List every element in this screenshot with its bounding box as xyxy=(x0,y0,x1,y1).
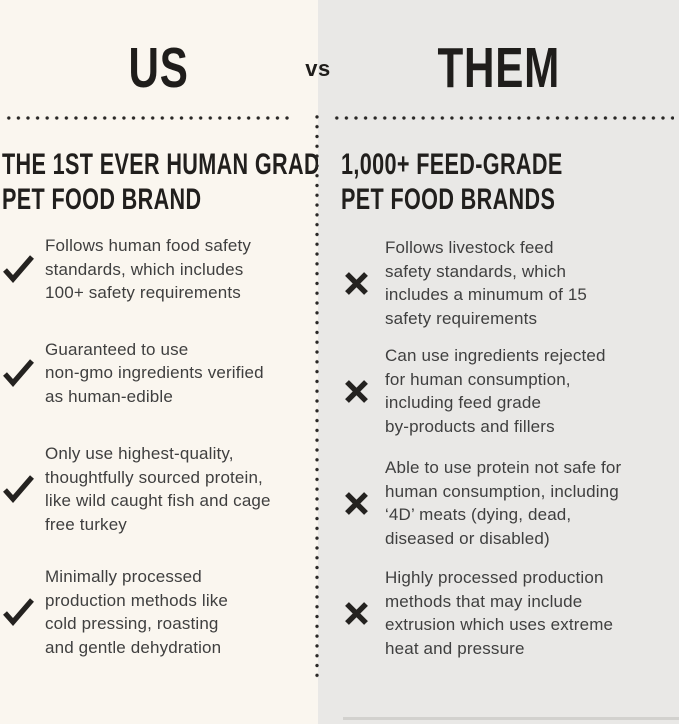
us-item-4: Minimally processed production methods l… xyxy=(2,565,271,659)
item-line: like wild caught fish and cage xyxy=(45,491,271,510)
check-icon xyxy=(2,358,45,388)
them-title: THEM xyxy=(318,40,679,97)
us-subheading-line1: THE 1ST EVER HUMAN GRADE xyxy=(2,148,335,181)
item-line: Follows human food safety xyxy=(45,236,251,255)
us-item-1: Follows human food safety standards, whi… xyxy=(2,234,271,305)
us-item-3: Only use highest-quality, thoughtfully s… xyxy=(2,442,271,536)
item-line: production methods like xyxy=(45,590,228,610)
item-line: ‘4D’ meats (dying, dead, xyxy=(385,505,572,524)
item-line: heat and pressure xyxy=(385,638,525,658)
them-dotted-divider xyxy=(332,116,674,120)
check-icon xyxy=(2,597,45,627)
item-line: includes a minumum of 15 xyxy=(385,285,588,304)
them-column: THEM 1,000+ FEED-GRADE PET FOOD BRANDS F… xyxy=(318,0,679,724)
them-item-3: Able to use protein not safe for human c… xyxy=(343,456,621,550)
vertical-dotted-divider xyxy=(315,112,319,678)
item-line: human consumption, including xyxy=(385,481,619,501)
item-line: Only use highest-quality, xyxy=(45,444,234,463)
them-items: Follows livestock feed safety standards,… xyxy=(343,236,621,660)
item-line: cold pressing, roasting xyxy=(45,614,219,633)
item-line: including feed grade xyxy=(385,393,542,412)
item-line: Able to use protein not safe for xyxy=(385,458,622,477)
item-line: and gentle dehydration xyxy=(45,637,222,657)
check-icon xyxy=(2,474,45,504)
item-line: standards, which includes xyxy=(45,259,244,279)
item-line: as human-edible xyxy=(45,386,173,406)
item-line: 100+ safety requirements xyxy=(45,283,241,302)
x-icon xyxy=(343,378,385,405)
item-line: free turkey xyxy=(45,514,127,534)
us-subheading: THE 1ST EVER HUMAN GRADE PET FOOD BRAND xyxy=(2,147,464,217)
us-title-text: US xyxy=(128,36,190,100)
item-line: Highly processed production xyxy=(385,568,604,587)
us-dotted-divider xyxy=(4,116,292,120)
item-line: Can use ingredients rejected xyxy=(385,346,606,365)
them-item-1: Follows livestock feed safety standards,… xyxy=(343,236,621,330)
us-items: Follows human food safety standards, whi… xyxy=(2,234,271,659)
item-line: thoughtfully sourced protein, xyxy=(45,467,263,487)
us-item-2: Guaranteed to use non-gmo ingredients ve… xyxy=(2,338,271,409)
us-subheading-line2: PET FOOD BRAND xyxy=(2,183,202,216)
item-line: safety standards, which xyxy=(385,261,567,281)
item-line: diseased or disabled) xyxy=(385,528,550,548)
item-line: extrusion which uses extreme xyxy=(385,615,614,634)
us-title: US xyxy=(0,40,318,97)
item-line: by-products and fillers xyxy=(385,416,555,436)
item-line: safety requirements xyxy=(385,308,538,328)
x-icon xyxy=(343,270,385,297)
x-icon xyxy=(343,490,385,517)
item-line: Guaranteed to use xyxy=(45,339,189,359)
item-line: Minimally processed xyxy=(45,567,202,586)
them-subheading-line1: 1,000+ FEED-GRADE xyxy=(341,148,563,181)
us-column: US THE 1ST EVER HUMAN GRADE PET FOOD BRA… xyxy=(0,0,334,724)
them-subheading-line2: PET FOOD BRANDS xyxy=(341,183,556,216)
vs-label: vs xyxy=(305,56,331,81)
item-line: non-gmo ingredients verified xyxy=(45,363,264,382)
them-title-text: THEM xyxy=(437,36,560,100)
them-subheading: 1,000+ FEED-GRADE PET FOOD BRANDS xyxy=(341,147,649,217)
item-line: methods that may include xyxy=(385,591,583,611)
item-line: Follows livestock feed xyxy=(385,238,554,257)
x-icon xyxy=(343,600,385,627)
them-item-4: Highly processed production methods that… xyxy=(343,566,621,660)
item-line: for human consumption, xyxy=(385,369,571,389)
check-icon xyxy=(2,254,45,284)
them-item-2: Can use ingredients rejected for human c… xyxy=(343,344,621,438)
